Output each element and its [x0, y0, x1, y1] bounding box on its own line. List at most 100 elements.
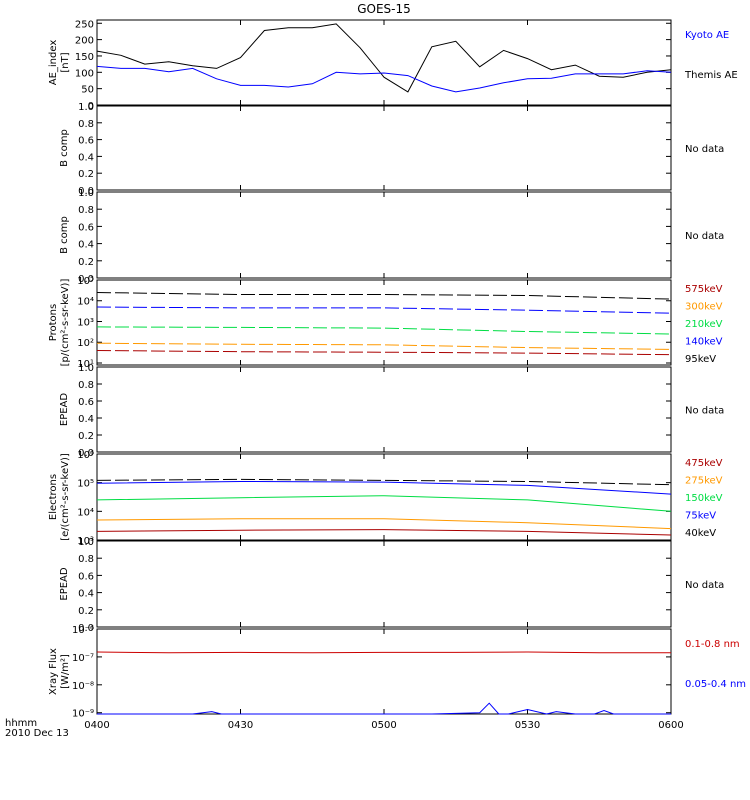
y-tick-label: 250 — [75, 19, 94, 30]
y-axis-label: Protons — [48, 304, 59, 341]
series-line-0-1-0-8-nm — [96, 651, 671, 654]
y-tick-label: 0.8 — [78, 205, 94, 216]
y-tick-label: 0.2 — [78, 431, 94, 442]
y-tick-label: 0.8 — [78, 380, 94, 391]
legend-label: 0.1-0.8 nm — [685, 639, 740, 650]
y-tick-label: 0.2 — [78, 257, 94, 268]
series-line-themis-ae — [96, 23, 672, 93]
legend-label: Themis AE — [684, 70, 738, 81]
panel-frame — [96, 19, 672, 106]
y-axis-label: Electrons — [48, 474, 59, 520]
y-tick-label: 200 — [75, 36, 94, 47]
y-tick-label: 10⁻⁸ — [72, 681, 94, 692]
y-tick-label: 0.4 — [78, 240, 94, 251]
legend-label: 40keV — [685, 528, 716, 539]
panel-frame — [96, 366, 672, 453]
y-tick-label: 0.4 — [78, 152, 94, 163]
y-axis-label: AE_index — [48, 40, 59, 86]
panel-frame — [96, 628, 672, 715]
legend-label: 150keV — [685, 493, 723, 504]
series-line-575kev — [96, 350, 672, 356]
legend-label: 275keV — [685, 476, 723, 487]
y-tick-label: 0.6 — [78, 136, 94, 147]
series-line-0-05-0-4-nm — [97, 702, 671, 715]
y-axis-label: [p/(cm²-s-sr-keV)] — [60, 279, 71, 367]
legend-label: 140keV — [685, 337, 723, 348]
legend-label: 575keV — [685, 284, 723, 295]
series-line-140kev — [96, 306, 672, 314]
no-data-label: No data — [685, 231, 724, 242]
panel-frame — [96, 540, 672, 628]
series-line-40kev — [96, 478, 672, 486]
y-tick-label: 10³ — [77, 536, 94, 547]
legend-label: 75keV — [685, 511, 716, 522]
y-tick-label: 150 — [75, 52, 94, 63]
panel-5: 1.0 0.8 0.6 0.4 0.2 0.0 EPEAD No data — [59, 363, 724, 459]
panel-frame — [96, 191, 672, 279]
series-line-275kev — [96, 518, 672, 530]
x-tick-label: 0400 — [84, 720, 109, 731]
legend-label: 300keV — [685, 302, 723, 313]
y-tick-label: 0.0 — [78, 274, 94, 285]
panel-6: 10⁶ 10⁵ 10⁴ 10³ Electrons [e/(cm²-s-sr-keV)] 4… — [48, 450, 723, 547]
y-axis-label: B comp — [59, 216, 70, 254]
y-tick-label: 0 — [88, 101, 94, 112]
y-axis-label: [e/(cm²-s-sr-keV)] — [60, 453, 71, 541]
y-tick-label: 0.4 — [78, 589, 94, 600]
y-tick-label: 0.6 — [78, 222, 94, 233]
legend-label: 475keV — [685, 458, 723, 469]
series-line-150kev — [96, 495, 672, 512]
panel-8: 10⁻⁶ 10⁻⁷ 10⁻⁸ 10⁻⁹ Xray Flux [W/m²] 0.1-0.8 n… — [48, 625, 746, 720]
y-tick-label: 10³ — [77, 317, 94, 328]
y-axis-label: B comp — [59, 129, 70, 167]
series-line-475kev — [96, 529, 672, 536]
y-tick-label: 0.8 — [78, 119, 94, 130]
y-tick-label: 0.6 — [78, 397, 94, 408]
y-tick-label: 1.0 — [78, 363, 94, 374]
y-axis-label: [nT] — [60, 52, 71, 72]
y-tick-label: 0.0 — [78, 186, 94, 197]
y-tick-label: 10⁴ — [77, 297, 94, 308]
y-axis-label: [W/m²] — [60, 654, 71, 689]
y-tick-label: 10⁻⁷ — [72, 653, 94, 664]
y-tick-label: 0.4 — [78, 414, 94, 425]
legend-label: 0.05-0.4 nm — [685, 679, 746, 690]
panel-7: 1.0 0.8 0.6 0.4 0.2 0.0 EPEAD No data — [59, 537, 724, 634]
x-tick-label: 0430 — [228, 720, 253, 731]
series-line-300kev — [96, 342, 672, 350]
y-tick-label: 1.0 — [78, 537, 94, 548]
date-label: 2010 Dec 13 — [5, 728, 69, 739]
y-tick-label: 100 — [75, 68, 94, 79]
y-tick-label: 0.0 — [78, 623, 94, 634]
x-tick-label: 0600 — [658, 720, 683, 731]
y-tick-label: 10⁵ — [77, 479, 94, 490]
y-tick-label: 10² — [77, 338, 94, 349]
no-data-label: No data — [685, 580, 724, 591]
y-tick-label: 0.8 — [78, 554, 94, 565]
series-line-95kev — [96, 292, 672, 300]
y-tick-label: 10¹ — [77, 359, 94, 370]
y-tick-label: 0.0 — [78, 448, 94, 459]
legend-label: Kyoto AE — [685, 30, 729, 41]
y-tick-label: 10⁴ — [77, 507, 94, 518]
x-tick-label: 0530 — [515, 720, 540, 731]
panel-1: 250 200 150 100 50 0 AE_index [nT] Kyoto AE Themi… — [48, 19, 738, 112]
panel-4: 10⁵ 10⁴ 10³ 10² 10¹ Protons [p/(cm²-s-sr-keV)]… — [48, 276, 723, 370]
y-tick-label: 50 — [81, 85, 94, 96]
series-line-210kev — [96, 326, 672, 335]
y-tick-label: 0.6 — [78, 571, 94, 582]
time-axis-label: hhmm — [5, 718, 37, 729]
x-tick-label: 0500 — [371, 720, 396, 731]
legend-label: 95keV — [685, 354, 716, 365]
y-axis-label: EPEAD — [59, 393, 70, 427]
y-tick-label: 10⁶ — [77, 450, 94, 461]
y-axis-label: Xray Flux — [48, 648, 59, 695]
y-tick-label: 0.2 — [78, 169, 94, 180]
series-line-75kev — [96, 480, 672, 495]
y-tick-label: 10⁵ — [77, 276, 94, 287]
no-data-label: No data — [685, 406, 724, 417]
y-tick-label: 1.0 — [78, 102, 94, 113]
series-line-kyoto-ae — [96, 65, 672, 93]
panel-frame — [96, 453, 672, 541]
